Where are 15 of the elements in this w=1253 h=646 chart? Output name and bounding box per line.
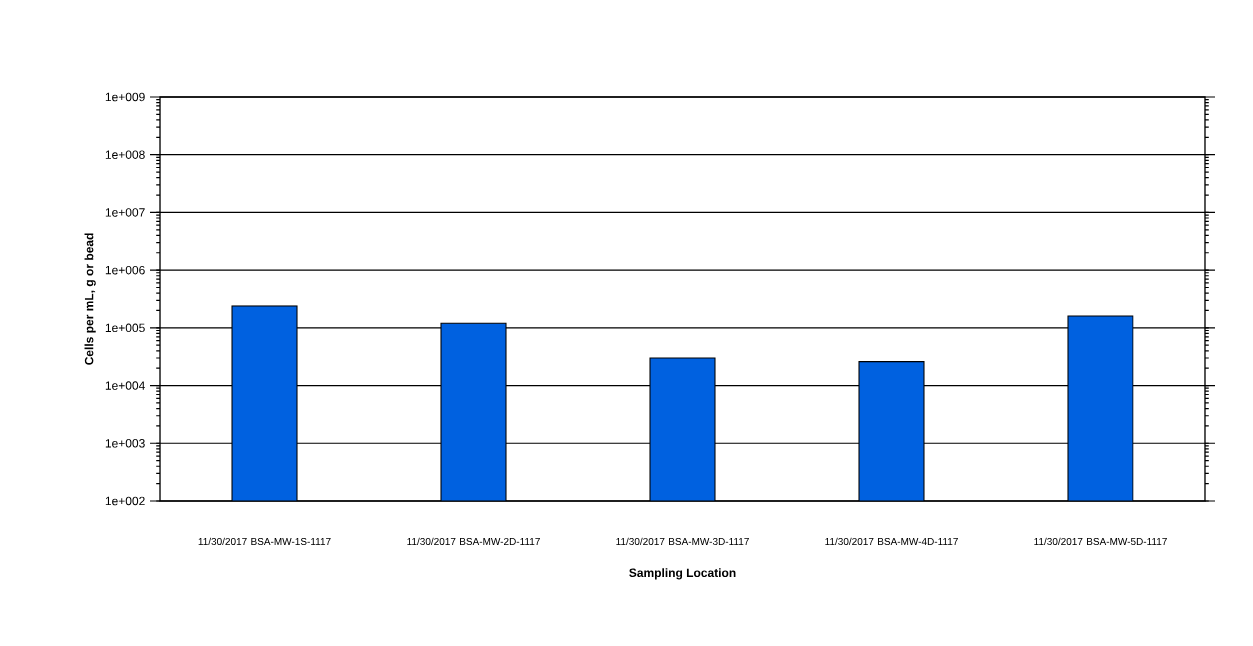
x-tick-label: 11/30/2017 BSA-MW-4D-1117 bbox=[825, 537, 958, 546]
x-tick-label: 11/30/2017 BSA-MW-1S-1117 bbox=[198, 537, 331, 546]
y-tick-label: 1e+005 bbox=[105, 323, 145, 333]
y-tick-label: 1e+003 bbox=[105, 439, 145, 448]
y-tick-label: 1e+008 bbox=[105, 150, 145, 159]
y-tick-label: 1e+009 bbox=[105, 92, 145, 102]
x-axis-title: Sampling Location bbox=[629, 568, 736, 580]
y-tick-label: 1e+007 bbox=[105, 208, 145, 217]
x-tick-label: 11/30/2017 BSA-MW-2D-1117 bbox=[407, 537, 540, 546]
y-axis-title: Cells per mL, g or bead bbox=[84, 233, 96, 365]
x-tick-label: 11/30/2017 BSA-MW-5D-1117 bbox=[1034, 537, 1167, 546]
y-tick-label: 1e+002 bbox=[105, 496, 145, 506]
x-tick-label: 11/30/2017 BSA-MW-3D-1117 bbox=[616, 537, 749, 546]
y-tick-label: 1e+004 bbox=[105, 381, 145, 390]
y-tick-label: 1e+006 bbox=[105, 265, 145, 275]
